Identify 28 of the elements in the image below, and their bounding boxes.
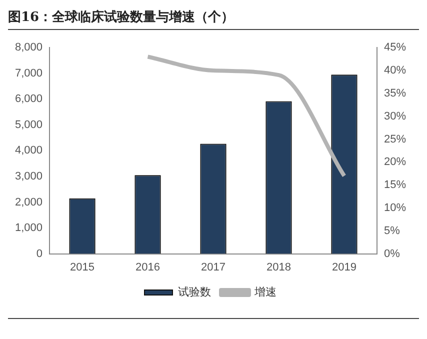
y2-tick-label: 0% <box>384 248 400 260</box>
y-tick-label: 8,000 <box>14 42 43 54</box>
line-series <box>146 54 346 178</box>
y-tick-label: 1,000 <box>14 222 43 234</box>
legend-label: 试验数 <box>178 285 211 298</box>
y2-tick-label: 5% <box>384 224 400 237</box>
legend-label: 增速 <box>254 285 276 298</box>
y-tick-label: 6,000 <box>14 93 43 106</box>
y2-tick-label: 40% <box>384 64 406 77</box>
y-tick-label: 4,000 <box>14 144 43 157</box>
y2-tick-label: 45% <box>384 42 406 54</box>
y2-tick-label: 10% <box>384 202 406 214</box>
x-tick-label: 2016 <box>136 261 160 274</box>
y2-tick-label: 25% <box>384 133 406 146</box>
x-tick-label: 2018 <box>266 261 291 274</box>
x-tick-label: 2017 <box>201 261 226 274</box>
y-tick-label: 3,000 <box>14 170 43 183</box>
y-tick-label: 7,000 <box>14 67 43 80</box>
y2-tick-label: 30% <box>384 110 406 122</box>
y2-tick-label: 15% <box>384 179 406 192</box>
y-tick-label: 0 <box>36 248 43 260</box>
x-tick-label: 2015 <box>70 261 95 274</box>
y-tick-label: 2,000 <box>14 196 43 208</box>
y2-tick-label: 35% <box>384 87 406 100</box>
y-tick-label: 5,000 <box>14 118 43 131</box>
chart-title: 图16：全球临床试验数量与增速（个） <box>8 8 419 30</box>
x-tick-label: 2019 <box>332 261 356 274</box>
y2-tick-label: 20% <box>384 156 406 168</box>
